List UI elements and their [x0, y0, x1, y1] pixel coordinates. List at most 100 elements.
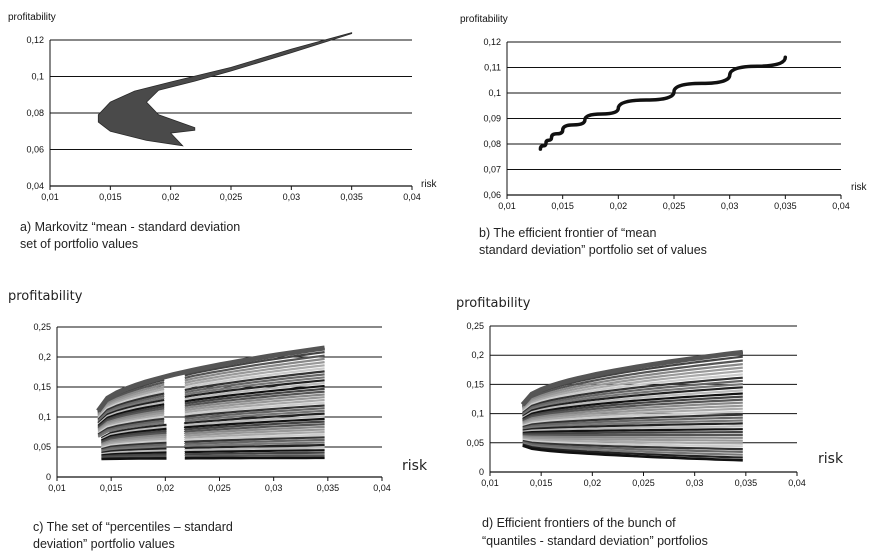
panel-a-y-label: profitability: [8, 12, 56, 23]
bundle-curve: [101, 436, 325, 451]
panel-a: 0,04 0,06 0,08 0,1 0,12 0,01 0,015 0,02 0,025 0,0…: [8, 12, 438, 251]
bundle-curve: [100, 423, 325, 445]
panel-b-caption-line-2: standard deviation” portfolio set of val…: [479, 243, 707, 257]
panel-d-x-label: risk: [818, 451, 844, 467]
bundle-curve: [97, 404, 325, 436]
panel-d: 0 0,05 0,1 0,15 0,2 0,25 0,01 0,015 0,02 0,025 0,0…: [456, 296, 844, 548]
panel-c: 0 0,05 0,1 0,15 0,2 0,25 0,01 0,015 0,02 0,025 0,0…: [8, 289, 428, 551]
bundle-curve: [97, 357, 325, 416]
bundle-curve: [522, 379, 743, 416]
y-tick-label: 0,09: [483, 114, 501, 124]
bundle-curve: [522, 439, 743, 451]
x-tick-label: 0,04: [373, 483, 391, 493]
bundle-curve: [522, 443, 743, 459]
x-tick-label: 0,025: [220, 192, 243, 202]
bundle-curve: [522, 437, 743, 445]
bundle-curve: [97, 361, 325, 417]
x-tick-label: 0,015: [551, 201, 574, 211]
bundle-curve: [101, 425, 325, 446]
bundle-curve: [97, 387, 325, 428]
y-tick-label: 0,06: [483, 190, 501, 200]
x-tick-label: 0,015: [99, 192, 122, 202]
y-tick-label: 0,2: [471, 350, 484, 360]
bundle-curve: [522, 389, 743, 419]
bundle-curve: [101, 446, 325, 456]
y-tick-label: 0: [46, 472, 51, 482]
bundle-curve: [97, 379, 325, 425]
panel-c-caption-line-1: c) The set of “percentiles – standard: [33, 520, 233, 534]
y-tick-label: 0,1: [471, 409, 484, 419]
bundle-curve: [522, 383, 743, 417]
bundle-curve: [101, 451, 325, 458]
panel-d-ticks: 0 0,05 0,1 0,15 0,2 0,25 0,01 0,015 0,02 0,025 0,0…: [466, 321, 805, 488]
y-tick-label: 0,1: [38, 412, 51, 422]
bundle-curve: [101, 449, 325, 457]
bundle-curve: [522, 419, 743, 431]
x-tick-label: 0,025: [208, 483, 231, 493]
bundle-curve: [522, 441, 743, 453]
x-tick-label: 0,01: [48, 483, 66, 493]
panel-a-caption-line-1: a) Markovitz “mean - standard deviation: [20, 220, 240, 234]
panel-a-x-label: risk: [421, 179, 438, 190]
panel-a-caption-line-2: set of portfolio values: [20, 237, 138, 251]
bundle-curve: [97, 407, 325, 437]
bundle-curve: [101, 428, 325, 447]
x-tick-label: 0,02: [610, 201, 628, 211]
panel-a-ticks: 0,04 0,06 0,08 0,1 0,12 0,01 0,015 0,02 0,025 0,0…: [26, 35, 420, 202]
bundle-curve: [97, 396, 325, 432]
x-tick-label: 0,02: [157, 483, 175, 493]
bundle-curve: [522, 431, 743, 436]
bundle-curve: [101, 443, 325, 454]
y-tick-label: 0,15: [466, 379, 484, 389]
bundle-curve: [522, 395, 743, 421]
bundle-curve: [101, 438, 325, 452]
x-tick-label: 0,03: [283, 192, 301, 202]
bundle-curve: [97, 409, 325, 438]
bundle-curve: [522, 422, 743, 432]
x-tick-label: 0,03: [265, 483, 283, 493]
panel-b-x-label: risk: [851, 182, 868, 193]
bundle-curve: [97, 384, 325, 427]
x-tick-label: 0,04: [832, 201, 850, 211]
panel-d-curves: [520, 349, 744, 462]
bundle-curve: [522, 392, 743, 420]
panel-b-gridlines: [506, 41, 842, 199]
bundle-curve: [97, 401, 325, 435]
bundle-curve: [521, 363, 743, 410]
y-tick-label: 0,05: [466, 438, 484, 448]
panel-a-area: [97, 32, 353, 147]
bundle-curve: [522, 386, 743, 418]
bundle-curve: [522, 416, 743, 430]
x-tick-label: 0,035: [774, 201, 797, 211]
bundle-curve: [101, 431, 325, 448]
x-tick-label: 0,025: [632, 478, 655, 488]
bundle-curve: [97, 373, 325, 422]
bundle-curve: [101, 441, 325, 453]
y-tick-label: 0,2: [38, 352, 51, 362]
bundle-top-envelope: [520, 349, 744, 407]
bundle-top-envelope: [96, 345, 325, 413]
panel-d-caption-line-1: d) Efficient frontiers of the bunch of: [482, 516, 676, 530]
bundle-curve: [522, 444, 743, 462]
bundle-curve: [100, 420, 325, 443]
x-tick-label: 0,04: [403, 192, 421, 202]
bundle-curve: [97, 364, 325, 418]
bundle-curve: [101, 454, 325, 459]
bundle-curve: [101, 433, 325, 449]
y-tick-label: 0,1: [31, 72, 44, 82]
bundle-curve: [522, 407, 743, 426]
bundle-curve: [97, 354, 325, 415]
x-tick-label: 0,03: [686, 478, 704, 488]
bundle-curve: [522, 413, 743, 429]
bundle-curve: [522, 442, 743, 456]
bundle-curve: [522, 404, 743, 425]
bundle-curve: [97, 382, 325, 426]
x-tick-label: 0,03: [721, 201, 739, 211]
panel-d-caption-line-2: “quantiles - standard deviation” portfol…: [482, 534, 708, 548]
x-tick-label: 0,02: [584, 478, 602, 488]
panel-b-caption-line-1: b) The efficient frontier of “mean: [479, 226, 656, 240]
bundle-curve: [101, 456, 325, 461]
bundle-curve: [100, 417, 325, 442]
bundle-curve: [97, 367, 325, 420]
